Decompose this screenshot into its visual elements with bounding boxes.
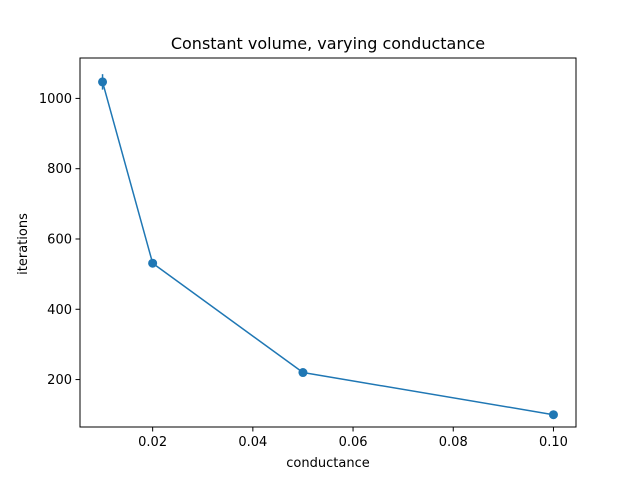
y-tick-label: 800 — [47, 162, 72, 177]
x-axis-label: conductance — [286, 456, 369, 471]
y-axis-label: iterations — [16, 213, 31, 275]
data-point — [548, 410, 558, 420]
data-point — [98, 77, 108, 87]
y-tick-label: 1000 — [39, 92, 72, 107]
x-tick-label: 0.10 — [539, 435, 568, 450]
data-point — [148, 258, 158, 268]
x-tick-label: 0.02 — [138, 435, 167, 450]
y-tick-label: 200 — [47, 373, 72, 388]
data-point — [298, 368, 308, 378]
chart-title: Constant volume, varying conductance — [171, 34, 485, 53]
axes-frame — [79, 57, 577, 428]
series-line — [101, 81, 554, 416]
y-tick-label: 600 — [47, 232, 72, 247]
x-tick-label: 0.06 — [339, 435, 368, 450]
x-tick-label: 0.04 — [238, 435, 267, 450]
x-tick-label: 0.08 — [439, 435, 468, 450]
plot-marks — [98, 74, 558, 420]
axes: 0.02 0.04 0.06 0.08 0.10 200 400 600 800 1000 — [39, 57, 577, 450]
y-tick-label: 400 — [47, 303, 72, 318]
